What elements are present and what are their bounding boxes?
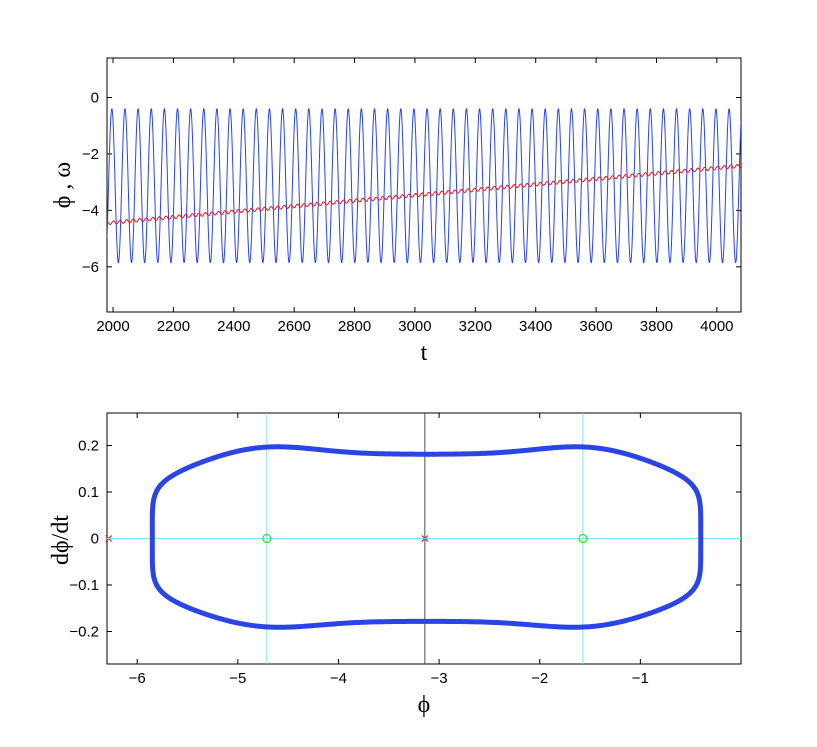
x-tick-label-top: 4000 xyxy=(700,318,733,335)
ticks-bottom: −6 −5 −4 −3 −2 −1 0.2 0.1 0 −0.1 −0.2 xyxy=(69,413,741,687)
y-tick-label-top: −6 xyxy=(82,259,99,276)
stable-point-marker xyxy=(262,533,272,544)
plot-frame-top xyxy=(106,57,742,313)
x-tick-label-top: 2800 xyxy=(338,318,371,335)
x-tick-label-top: 3000 xyxy=(398,318,431,335)
series-oscillation xyxy=(107,107,741,264)
x-tick-label-top: 3400 xyxy=(519,318,552,335)
x-tick-label-top: 3800 xyxy=(640,318,673,335)
y-tick-label-top: −4 xyxy=(82,202,99,219)
phase-orbit xyxy=(149,444,704,630)
y-tick-label-top: −2 xyxy=(82,146,99,163)
y-tick-label-bottom: 0 xyxy=(91,531,99,548)
x-axis-label-bottom: ϕ xyxy=(418,692,431,718)
ticks-top: 2000 2200 2400 2600 2800 3000 3200 3400 3600 3800… xyxy=(82,58,741,335)
x-tick-label-bottom: −6 xyxy=(129,670,146,687)
y-axis-label-top: ϕ , ω xyxy=(50,162,76,208)
x-tick-label-top: 2200 xyxy=(157,318,190,335)
x-tick-label-bottom: −3 xyxy=(431,670,448,687)
x-tick-label-top: 2600 xyxy=(277,318,310,335)
x-tick-label-bottom: −1 xyxy=(632,670,649,687)
x-axis-label-top: t xyxy=(421,340,428,366)
y-axis-label-bottom: dϕ/dt xyxy=(48,515,74,565)
series-drift xyxy=(107,163,741,226)
y-tick-label-top: 0 xyxy=(91,90,99,107)
x-tick-label-bottom: −2 xyxy=(531,670,548,687)
series-top xyxy=(107,107,741,264)
stable-point-marker xyxy=(578,533,588,544)
x-tick-label-top: 2000 xyxy=(96,318,129,335)
y-tick-label-bottom: 0.2 xyxy=(78,438,99,455)
y-tick-label-bottom: −0.2 xyxy=(69,623,99,640)
x-tick-label-top: 3200 xyxy=(459,318,492,335)
x-tick-label-bottom: −5 xyxy=(229,670,246,687)
y-tick-label-bottom: 0.1 xyxy=(78,484,99,501)
y-tick-label-bottom: −0.1 xyxy=(69,577,99,594)
x-tick-label-top: 2400 xyxy=(217,318,250,335)
time-series-panel: 2000 2200 2400 2600 2800 3000 3200 3400 3600 3800… xyxy=(50,57,742,366)
x-tick-label-top: 3600 xyxy=(579,318,612,335)
x-tick-label-bottom: −4 xyxy=(330,670,347,687)
phase-content xyxy=(107,413,741,664)
phase-portrait-panel: −6 −5 −4 −3 −2 −1 0.2 0.1 0 −0.1 −0.2 ϕ dϕ/dt xyxy=(48,412,742,718)
